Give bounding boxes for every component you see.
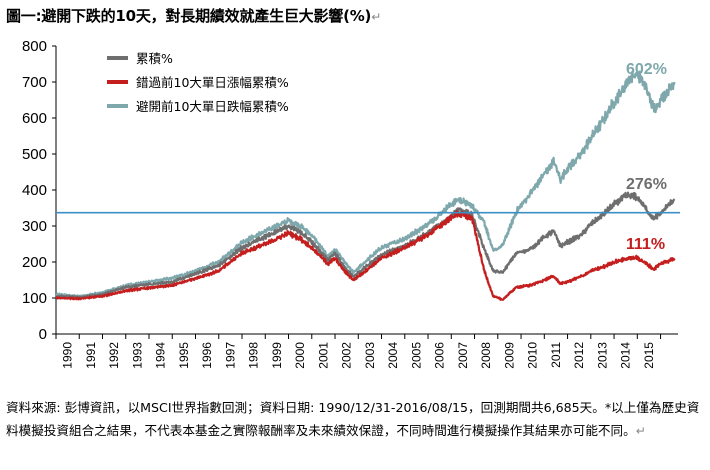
y-tick-label: 300 — [22, 218, 47, 235]
x-tick-label: 1995 — [177, 342, 191, 369]
x-tick-label: 1990 — [61, 342, 75, 369]
x-tick-label: 1992 — [107, 342, 121, 369]
y-tick-label: 700 — [22, 74, 47, 91]
return-mark-icon: ↵ — [371, 10, 382, 24]
x-tick-label: 1991 — [84, 342, 98, 369]
y-tick-label: 200 — [22, 254, 47, 271]
chart-title: 圖一:避開下跌的10天，對長期績效就產生巨大影響(%)↵ — [6, 5, 381, 26]
x-tick-label: 1998 — [247, 342, 261, 369]
x-tick-label: 2010 — [526, 342, 540, 369]
legend-label: 避開前10大單日跌幅累積% — [136, 99, 289, 114]
end-value-label: 111% — [626, 236, 665, 253]
x-tick-label: 2014 — [619, 342, 633, 369]
legend-label: 累積% — [136, 51, 173, 66]
y-tick-label: 500 — [22, 146, 47, 163]
x-tick-label: 2012 — [572, 342, 586, 369]
legend-label: 錯過前10大單日漲幅累積% — [136, 75, 289, 90]
x-tick-label: 2008 — [479, 342, 493, 369]
y-tick-label: 800 — [22, 38, 47, 55]
x-tick-label: 2009 — [502, 342, 516, 369]
x-tick-label: 1999 — [270, 342, 284, 369]
y-tick-label: 0 — [39, 326, 47, 343]
x-tick-label: 2005 — [409, 342, 423, 369]
x-tick-label: 2002 — [340, 342, 354, 369]
y-tick-label: 100 — [22, 290, 47, 307]
series-line — [55, 191, 676, 299]
x-tick-label: 1997 — [223, 342, 237, 369]
end-value-label: 602% — [626, 61, 667, 78]
series-layer — [55, 70, 680, 301]
axes: 0 100 200 300 400 500 600 700 800 1990 1991 1992 199… — [22, 38, 678, 369]
y-tick-label: 600 — [22, 110, 47, 127]
x-tick-label: 2001 — [316, 342, 330, 369]
x-tick-label: 2011 — [549, 342, 563, 368]
return-mark-icon: ↵ — [635, 424, 646, 438]
legend: 累積% 錯過前10大單日漲幅累積% 避開前10大單日跌幅累積% — [107, 51, 289, 114]
x-tick-label: 2015 — [642, 342, 656, 369]
x-tick-label: 2004 — [386, 342, 400, 369]
footnote: 資料來源: 彭博資訊，以MSCI世界指數回測；資料日期: 1990/12/31-… — [6, 396, 706, 443]
x-tick-label: 2003 — [363, 342, 377, 369]
x-tick-label: 2006 — [433, 342, 447, 369]
chart-title-text: 圖一:避開下跌的10天，對長期績效就產生巨大影響(%) — [6, 7, 372, 25]
x-tick-label: 1996 — [200, 342, 214, 369]
end-labels: 276% 111% 602% — [626, 61, 667, 253]
series-line — [55, 210, 676, 301]
x-tick-label: 1993 — [130, 342, 144, 369]
x-tick-label: 1994 — [154, 342, 168, 369]
x-tick-label: 2000 — [293, 342, 307, 369]
series-line — [55, 70, 676, 299]
x-tick-label: 2013 — [595, 342, 609, 369]
end-value-label: 276% — [626, 176, 667, 193]
x-tick-label: 2007 — [456, 342, 470, 369]
y-tick-label: 400 — [22, 182, 47, 199]
footnote-text: 資料來源: 彭博資訊，以MSCI世界指數回測；資料日期: 1990/12/31-… — [6, 400, 700, 438]
line-chart: 0 100 200 300 400 500 600 700 800 1990 1991 1992 199… — [22, 38, 680, 369]
